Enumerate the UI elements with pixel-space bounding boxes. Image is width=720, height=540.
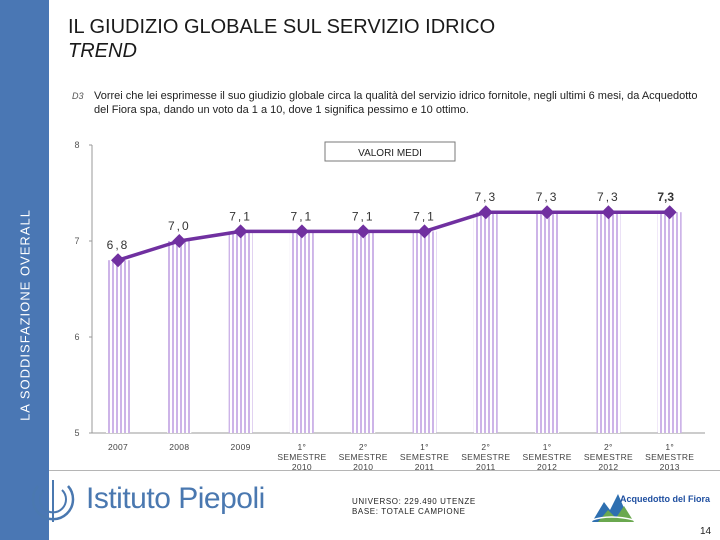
data-label: 6,8	[107, 238, 130, 252]
data-label: 7,0	[168, 219, 191, 233]
question-code: D3	[72, 91, 84, 101]
y-tick-label: 7	[74, 236, 79, 246]
data-point	[662, 205, 677, 220]
data-point	[478, 205, 493, 220]
x-tick-label: 2012	[537, 462, 557, 472]
sample-note: UNIVERSO: 229.490 UTENZE BASE: TOTALE CA…	[352, 497, 476, 517]
x-tick-label: SEMESTRE	[645, 452, 694, 462]
bar	[351, 231, 376, 433]
x-tick-label: 2011	[415, 462, 434, 472]
data-point	[294, 224, 309, 239]
data-label: 7,1	[229, 209, 252, 223]
x-tick-label: SEMESTRE	[584, 452, 633, 462]
x-tick-label: 1°	[420, 442, 429, 452]
x-tick-label: 2007	[108, 442, 128, 452]
x-tick-label: SEMESTRE	[461, 452, 510, 462]
x-tick-label: 2°	[604, 442, 613, 452]
brand-text: Acquedotto del Fiora	[620, 494, 710, 504]
x-tick-label: 2°	[481, 442, 490, 452]
y-tick-label: 8	[74, 140, 79, 150]
x-tick-label: 2°	[359, 442, 368, 452]
data-label: 7,3	[657, 190, 674, 204]
bar	[228, 231, 253, 433]
x-tick-label: SEMESTRE	[523, 452, 572, 462]
acquedotto-logo-icon	[591, 494, 635, 522]
universe-line: UNIVERSO: 229.490 UTENZE	[352, 497, 476, 506]
question-text: Vorrei che lei esprimesse il suo giudizi…	[94, 90, 698, 116]
x-tick-label: 2011	[476, 462, 495, 472]
data-point	[601, 205, 616, 220]
base-line: BASE: TOTALE CAMPIONE	[352, 507, 466, 516]
bar	[596, 212, 621, 433]
data-point	[233, 224, 248, 239]
x-tick-label: SEMESTRE	[277, 452, 326, 462]
data-label: 7,1	[291, 209, 314, 223]
data-label: 7,3	[474, 190, 497, 204]
sidebar-band: LA SODDISFAZIONE OVERALL	[0, 0, 49, 540]
bar	[657, 212, 682, 433]
bar	[167, 241, 192, 433]
x-tick-label: 2010	[353, 462, 373, 472]
y-tick-label: 5	[74, 428, 79, 438]
data-point	[172, 234, 187, 248]
page-title: IL GIUDIZIO GLOBALE SUL SERVIZIO IDRICO	[68, 16, 496, 38]
bar	[289, 231, 314, 433]
data-label: 7,3	[536, 190, 559, 204]
data-label: 7,1	[352, 209, 375, 223]
page-subtitle: TREND	[68, 40, 137, 62]
x-tick-label: 1°	[543, 442, 552, 452]
data-point	[111, 253, 125, 268]
x-tick-label: 2013	[660, 462, 680, 472]
data-point	[417, 224, 432, 239]
x-tick-label: 2008	[169, 442, 189, 452]
data-label: 7,1	[413, 209, 436, 223]
x-tick-label: 2009	[231, 442, 251, 452]
data-label: 7,3	[597, 190, 620, 204]
legend-box	[324, 141, 456, 162]
x-tick-label: 2010	[292, 462, 312, 472]
data-point	[540, 205, 555, 220]
x-tick-label: SEMESTRE	[339, 452, 388, 462]
bar	[412, 231, 437, 433]
x-tick-label: SEMESTRE	[400, 452, 449, 462]
series-line	[117, 210, 670, 262]
x-tick-label: 1°	[665, 442, 674, 452]
footer-divider	[49, 470, 720, 471]
logo-text: Istituto Piepoli	[86, 482, 265, 515]
bar	[535, 212, 560, 433]
y-tick-label: 6	[74, 332, 79, 342]
bar	[473, 212, 498, 433]
legend-label: VALORI MEDI	[358, 148, 422, 159]
data-point	[356, 224, 371, 239]
piepoli-logo-icon	[31, 480, 75, 522]
x-tick-label: 2012	[598, 462, 618, 472]
x-tick-label: 1°	[298, 442, 307, 452]
page-number: 14	[700, 526, 712, 537]
bar	[106, 260, 130, 433]
